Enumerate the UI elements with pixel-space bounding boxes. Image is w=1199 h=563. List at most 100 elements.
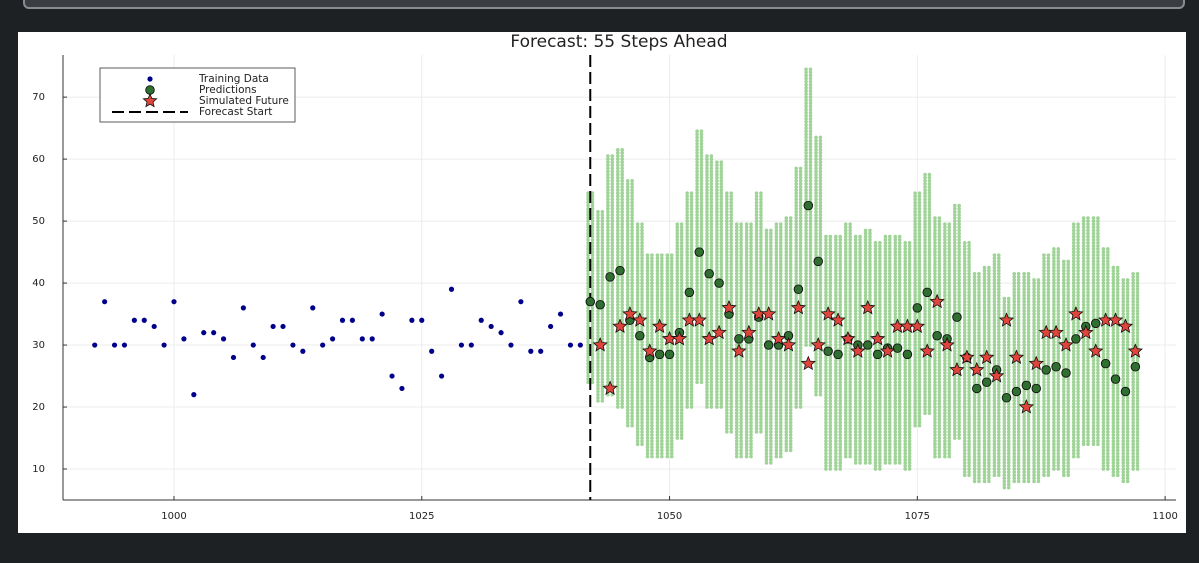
simulated-point: [1068, 306, 1084, 321]
simulated-point: [800, 355, 816, 371]
training-point: [171, 299, 177, 305]
simulated-point: [142, 92, 158, 108]
x-tick-label: 1075: [905, 511, 930, 522]
training-point: [121, 342, 128, 348]
prediction-point: [684, 287, 695, 298]
training-point: [448, 286, 455, 292]
simulated-point: [1048, 324, 1064, 340]
training-point: [220, 336, 227, 342]
training-point: [260, 354, 266, 361]
y-tick-label: 70: [32, 92, 45, 103]
prediction-point: [793, 284, 804, 295]
x-tick-label: 1000: [161, 511, 186, 522]
simulated-point: [860, 299, 876, 315]
simulated-point: [1018, 398, 1034, 414]
simulated-point: [1107, 312, 1124, 327]
training-point: [419, 317, 425, 323]
prediction-point: [892, 343, 903, 353]
simulated-point: [1078, 324, 1094, 340]
training-point: [458, 342, 465, 348]
training-point: [92, 342, 98, 348]
chart-title: Forecast: 55 Steps Ahead: [510, 32, 727, 52]
simulated-point: [622, 306, 638, 321]
simulated-point: [1028, 355, 1044, 371]
training-point: [151, 323, 157, 330]
simulated-point: [1008, 349, 1025, 364]
training-point: [310, 305, 316, 311]
training-point: [548, 323, 554, 330]
training-point: [191, 392, 197, 398]
top-bar: [23, 0, 1185, 9]
simulated-point: [959, 349, 975, 364]
simulated-point: [691, 312, 707, 327]
prediction-point: [763, 340, 774, 350]
training-point: [438, 373, 445, 379]
simulated-point: [701, 330, 717, 346]
prediction-point: [1031, 383, 1042, 394]
prediction-point: [981, 377, 992, 387]
simulated-point: [979, 349, 995, 364]
training-point: [468, 342, 474, 348]
training-point: [201, 330, 207, 336]
training-point: [211, 330, 217, 336]
prediction-point: [833, 349, 843, 360]
training-point: [230, 354, 237, 361]
x-tick-label: 1100: [1152, 511, 1177, 522]
training-point: [320, 342, 326, 348]
training-point: [557, 311, 564, 317]
y-tick-label: 10: [32, 464, 45, 475]
y-tick-label: 50: [32, 216, 45, 227]
training-point: [339, 317, 346, 323]
training-point: [111, 342, 118, 348]
simulated-point: [830, 312, 846, 327]
simulated-point: [1088, 343, 1104, 358]
prediction-point: [694, 247, 705, 257]
training-point: [389, 373, 395, 379]
chart: Forecast: 55 Steps Ahead 10 20 30 40 50 60 70 1…: [32, 32, 1178, 522]
legend-label: Simulated Future: [199, 95, 289, 107]
simulated-point: [741, 324, 757, 340]
legend-label: Training Data: [198, 73, 269, 85]
prediction-point: [595, 300, 605, 310]
training-point: [349, 317, 355, 323]
y-tick-label: 30: [32, 340, 45, 351]
prediction-point: [823, 346, 833, 357]
training-point: [567, 342, 574, 348]
simulated-point: [632, 312, 648, 327]
prediction-point: [1110, 374, 1121, 384]
training-point: [429, 348, 435, 354]
prediction-point: [664, 349, 675, 360]
prediction-point: [1051, 361, 1061, 372]
y-tick-label: 40: [32, 278, 45, 289]
simulated-point: [850, 343, 866, 358]
prediction-point: [1100, 358, 1111, 369]
simulated-point: [870, 330, 886, 346]
simulated-point: [919, 343, 935, 358]
simulated-point: [840, 330, 856, 346]
prediction-point: [1130, 361, 1141, 372]
prediction-point: [1071, 334, 1081, 344]
prediction-point: [1001, 392, 1012, 403]
prediction-point: [863, 340, 873, 350]
prediction-point: [803, 200, 814, 211]
training-point: [488, 323, 494, 330]
prediction-point: [902, 349, 913, 360]
training-point: [280, 323, 286, 330]
training-point: [141, 317, 147, 323]
simulated-point: [879, 343, 896, 358]
prediction-point: [912, 303, 923, 313]
simulated-point: [988, 367, 1005, 383]
legend-label: Forecast Start: [199, 106, 272, 118]
prediction-point: [635, 331, 645, 341]
prediction-point: [605, 272, 615, 282]
simulated-point: [1058, 337, 1074, 352]
prediction-point: [1090, 318, 1101, 329]
training-point: [270, 323, 276, 330]
simulated-point: [820, 306, 836, 321]
simulated-point: [761, 306, 777, 321]
prediction-point: [704, 269, 714, 279]
training-point: [528, 348, 534, 354]
simulated-point: [642, 343, 658, 358]
training-point: [518, 299, 524, 305]
